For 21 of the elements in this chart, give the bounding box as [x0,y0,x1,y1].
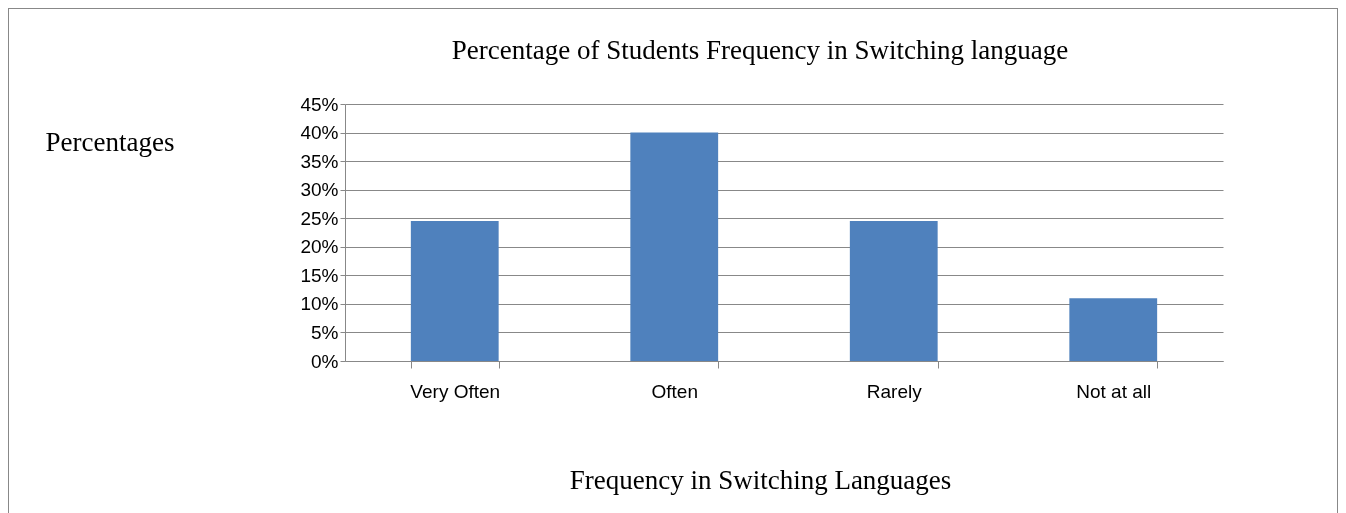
y-tick-label: 25% [300,207,339,229]
y-tick-label: 5% [311,321,339,343]
x-tick-label: Not at all [1076,380,1152,402]
bar [630,132,719,361]
y-tick-label: 20% [300,236,339,258]
y-tick-label: 15% [300,264,339,286]
x-tick-label: Very Often [410,380,501,402]
x-tick-label: Often [651,380,698,402]
y-tick-label: 35% [300,150,339,172]
bar [410,221,499,361]
x-tick-label: Rarely [866,380,923,402]
y-tick-label: 10% [300,293,339,315]
y-axis-title: Percentages [45,126,175,157]
y-tick-label: 45% [300,93,339,115]
y-tick-label: 40% [300,122,339,144]
chart-title: Percentage of Students Frequency in Switching language [451,35,1069,65]
bar [1069,298,1158,361]
bar [849,221,938,361]
x-axis-title: Frequency in Switching Languages [569,464,952,495]
y-tick-label: 30% [300,179,339,201]
y-tick-label: 0% [311,350,339,372]
